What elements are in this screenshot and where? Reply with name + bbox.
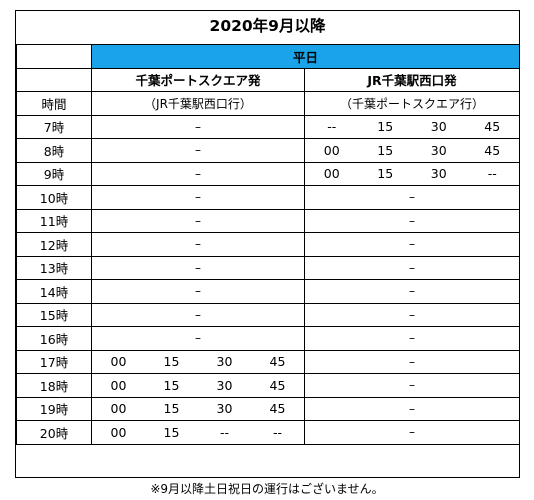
timetable-row: 20時 00 15 -- -- – xyxy=(16,420,521,445)
footnote: ※9月以降土日祝日の運行はございません。 xyxy=(150,482,384,496)
departure-minute: 30 xyxy=(430,119,447,135)
departure-minute: 30 xyxy=(216,401,233,417)
timetable-row: 14時 – – xyxy=(16,279,521,304)
corner-blank xyxy=(16,44,92,69)
direction1-times: 00 15 30 45 xyxy=(91,373,305,398)
departure-minute: -- xyxy=(219,424,230,440)
timetable-row: 8時 – 00 15 30 45 xyxy=(16,138,521,163)
direction2-no-service: – xyxy=(303,349,521,374)
hour-label: 10時 xyxy=(16,185,92,210)
timetable-row: 17時 00 15 30 45 – xyxy=(16,349,521,374)
hour-label: 8時 xyxy=(16,138,92,163)
direction2-destination: （千葉ポートスクエア行） xyxy=(303,91,521,116)
direction2-no-service: – xyxy=(303,208,521,233)
hour-label: 14時 xyxy=(16,279,92,304)
hour-label: 18時 xyxy=(16,373,92,398)
departure-minute: -- xyxy=(327,119,337,135)
departure-minute: 30 xyxy=(216,377,233,393)
hour-label: 16時 xyxy=(16,326,92,351)
direction2-times: 00 15 30 45 xyxy=(303,138,521,163)
direction2-no-service: – xyxy=(303,279,521,304)
departure-minute: 15 xyxy=(377,119,394,135)
departure-minute: 15 xyxy=(163,377,180,393)
departure-minute: 00 xyxy=(110,354,127,370)
timetable-frame: 2020年9月以降 平日 千葉ポートスクエア発 JR千葉駅西口発 時間 （JR千… xyxy=(15,10,521,478)
direction2-no-service: – xyxy=(303,326,521,351)
timetable-row: 18時 00 15 30 45 – xyxy=(16,373,521,398)
direction1-times: 00 15 30 45 xyxy=(91,349,305,374)
departure-minute: 00 xyxy=(110,424,127,440)
departure-minute: 30 xyxy=(430,166,447,182)
hour-label: 17時 xyxy=(16,349,92,374)
departure-minute: 00 xyxy=(323,166,340,182)
departure-minute: -- xyxy=(272,424,283,440)
hour-column-header: 時間 xyxy=(16,91,92,116)
direction2-times: 00 15 30 -- xyxy=(303,161,521,186)
direction1-no-service: – xyxy=(91,161,305,186)
hour-label: 7時 xyxy=(16,114,92,139)
departure-minute: 00 xyxy=(110,401,127,417)
departure-minute: 15 xyxy=(377,142,394,158)
direction2-no-service: – xyxy=(303,255,521,280)
departure-minute: 45 xyxy=(484,142,501,158)
direction1-no-service: – xyxy=(91,208,305,233)
timetable-row: 7時 – -- 15 30 45 xyxy=(16,114,521,139)
departure-minute: 00 xyxy=(323,142,340,158)
direction2-no-service: – xyxy=(303,185,521,210)
direction1-no-service: – xyxy=(91,232,305,257)
timetable-row: 15時 – – xyxy=(16,302,521,327)
direction2-no-service: – xyxy=(303,232,521,257)
hour-label: 20時 xyxy=(16,420,92,445)
departure-minute: 15 xyxy=(163,424,180,440)
timetable-row: 10時 – – xyxy=(16,185,521,210)
direction1-origin: 千葉ポートスクエア発 xyxy=(91,67,305,92)
direction1-no-service: – xyxy=(91,279,305,304)
direction1-no-service: – xyxy=(91,326,305,351)
departure-minute: 45 xyxy=(484,119,501,135)
departure-minute: 15 xyxy=(163,354,180,370)
timetable-row: 13時 – – xyxy=(16,255,521,280)
departure-minute: 00 xyxy=(110,377,127,393)
direction2-no-service: – xyxy=(303,420,521,445)
direction2-no-service: – xyxy=(303,373,521,398)
direction1-no-service: – xyxy=(91,138,305,163)
hour-label: 19時 xyxy=(16,396,92,421)
timetable-row: 16時 – – xyxy=(16,326,521,351)
timetable-row: 11時 – – xyxy=(16,208,521,233)
hour-label: 9時 xyxy=(16,161,92,186)
timetable: 平日 千葉ポートスクエア発 JR千葉駅西口発 時間 （JR千葉駅西口行） （千葉… xyxy=(16,44,521,445)
direction1-no-service: – xyxy=(91,185,305,210)
corner-blank xyxy=(16,67,92,92)
departure-minute: 45 xyxy=(269,377,286,393)
timetable-row: 19時 00 15 30 45 – xyxy=(16,396,521,421)
hour-label: 12時 xyxy=(16,232,92,257)
departure-minute: 15 xyxy=(163,401,180,417)
page-title: 2020年9月以降 xyxy=(209,17,326,35)
direction2-no-service: – xyxy=(303,396,521,421)
departure-minute: 30 xyxy=(430,142,447,158)
direction1-no-service: – xyxy=(91,302,305,327)
direction2-no-service: – xyxy=(303,302,521,327)
direction1-destination: （JR千葉駅西口行） xyxy=(91,91,305,116)
direction2-origin: JR千葉駅西口発 xyxy=(303,67,521,92)
hour-label: 13時 xyxy=(16,255,92,280)
departure-minute: 45 xyxy=(269,354,286,370)
direction2-times: -- 15 30 45 xyxy=(303,114,521,139)
weekday-header: 平日 xyxy=(90,44,521,69)
departure-minute: -- xyxy=(487,166,497,182)
departure-minute: 15 xyxy=(377,166,394,182)
hour-label: 15時 xyxy=(16,302,92,327)
hour-label: 11時 xyxy=(16,208,92,233)
departure-minute: 45 xyxy=(269,401,286,417)
direction1-times: 00 15 -- -- xyxy=(91,420,305,445)
direction1-no-service: – xyxy=(91,255,305,280)
timetable-row: 12時 – – xyxy=(16,232,521,257)
direction1-no-service: – xyxy=(91,114,305,139)
departure-minute: 30 xyxy=(216,354,233,370)
direction1-times: 00 15 30 45 xyxy=(91,396,305,421)
timetable-row: 9時 – 00 15 30 -- xyxy=(16,161,521,186)
